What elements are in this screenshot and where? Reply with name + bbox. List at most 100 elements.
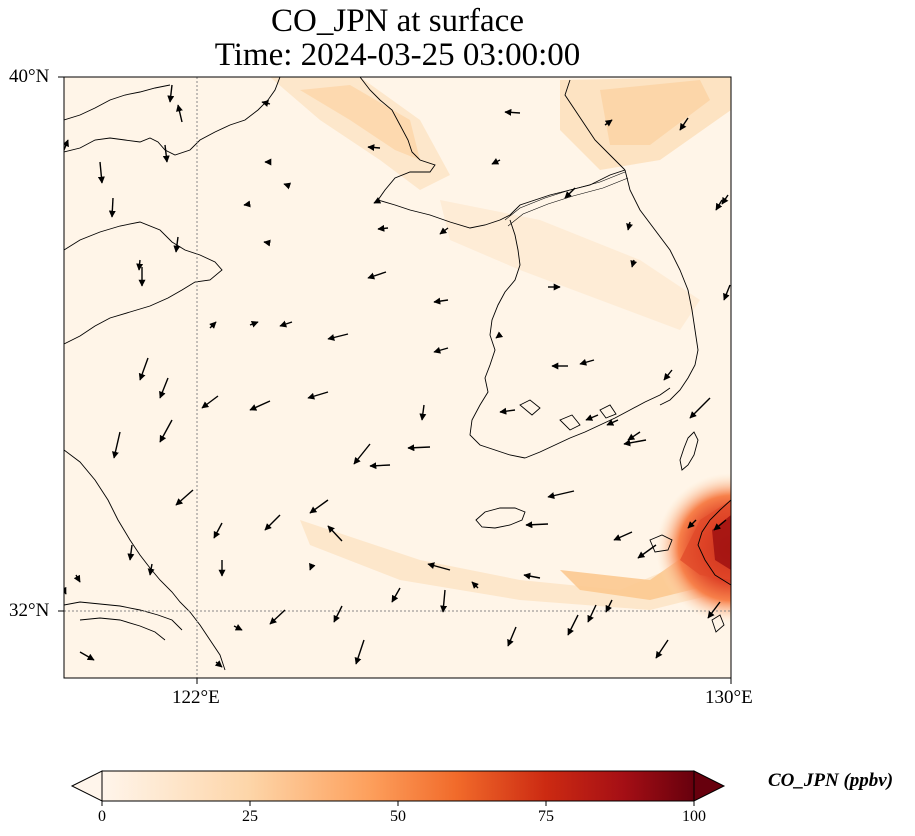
wind-arrow	[64, 139, 69, 151]
wind-arrow	[433, 297, 449, 305]
wind-arrow	[73, 574, 81, 583]
wind-arrow	[354, 639, 365, 665]
wind-arrow	[419, 404, 427, 421]
colorbar	[70, 770, 726, 806]
colorbar-tick: 100	[682, 808, 706, 825]
colorbar-label: CO_JPN (ppbv)	[768, 770, 894, 791]
wind-arrow	[564, 187, 576, 199]
wind-arrow	[367, 144, 381, 152]
wind-arrow	[723, 284, 731, 301]
wind-arrow	[176, 104, 183, 123]
wind-arrow	[637, 544, 657, 559]
wind-arrow	[264, 514, 281, 531]
lon-tick-130: 130°E	[705, 687, 753, 708]
wind-arrow	[440, 589, 448, 613]
wind-arrow	[213, 522, 223, 539]
colorbar-tick: 0	[98, 808, 106, 825]
wind-arrow	[367, 271, 387, 280]
wind-arrow	[108, 197, 116, 218]
wind-arrow	[407, 444, 431, 452]
wind-arrow	[504, 108, 521, 116]
wind-arrow	[606, 419, 619, 426]
title-line-1: CO_JPN at surface	[271, 3, 524, 39]
wind-arrow	[173, 236, 181, 253]
wind-arrow	[279, 320, 293, 328]
gridlines	[64, 77, 731, 678]
wind-arrow	[373, 197, 382, 204]
wind-arrow	[167, 84, 175, 103]
wind-arrow	[112, 431, 121, 459]
wind-arrow	[721, 194, 729, 205]
wind-arrow	[707, 601, 721, 619]
colorbar-tick: 50	[390, 808, 406, 825]
wind-arrow	[713, 519, 727, 531]
wind-arrow	[655, 639, 669, 659]
wind-arrow	[159, 377, 169, 399]
wind-arrow	[327, 525, 343, 542]
wind-arrow	[201, 395, 219, 409]
wind-arrow	[499, 407, 516, 415]
wind-arrow	[427, 562, 451, 571]
wind-arrow	[159, 419, 173, 443]
wind-arrow	[491, 158, 501, 165]
wind-arrow	[495, 331, 504, 339]
wind-arrow	[715, 199, 723, 211]
wind-arrow	[79, 651, 95, 661]
wind-arrow	[525, 521, 549, 529]
title-line-2: Time: 2024-03-25 03:00:00	[214, 37, 581, 73]
wind-arrow	[327, 333, 349, 341]
wind-arrow	[261, 100, 271, 107]
wind-arrow	[138, 357, 149, 381]
wind-arrow	[679, 117, 689, 131]
concentration-field	[64, 77, 731, 678]
coastlines	[64, 77, 731, 671]
wind-arrow	[391, 587, 401, 603]
wind-arrow	[175, 489, 194, 506]
lon-tick-122: 122°E	[172, 687, 220, 708]
map-frame	[63, 76, 732, 679]
wind-arrow	[243, 200, 251, 208]
colorbar-tick: 75	[538, 808, 554, 825]
wind-arrow	[269, 609, 286, 625]
wind-arrow	[283, 182, 292, 190]
wind-arrow	[214, 660, 223, 668]
axis-ticks	[58, 76, 732, 684]
wind-arrow	[439, 227, 449, 235]
wind-arrow	[579, 358, 595, 366]
lat-tick-40: 40°N	[9, 66, 50, 87]
wind-arrow	[377, 224, 389, 232]
wind-arrow	[147, 563, 155, 576]
wind-arrow	[353, 443, 371, 465]
wind-arrow	[523, 572, 541, 580]
wind-arrow	[630, 259, 638, 268]
wind-arrow	[605, 599, 613, 613]
wind-arrow	[263, 239, 271, 247]
map-title: CO_JPN at surface Time: 2024-03-25 03:00…	[64, 4, 731, 72]
wind-arrow	[585, 414, 599, 421]
wind-arrow	[209, 321, 217, 329]
wind-arrow	[369, 462, 391, 470]
wind-arrow	[162, 144, 170, 163]
wind-arrow	[97, 161, 105, 184]
wind-arrow	[127, 544, 135, 561]
wind-vectors	[64, 84, 731, 668]
wind-arrow	[471, 581, 479, 589]
wind-arrow	[433, 346, 449, 354]
wind-arrow	[567, 614, 579, 636]
wind-arrow	[309, 562, 316, 571]
wind-arrow	[626, 221, 633, 231]
wind-arrow	[307, 391, 329, 400]
colorbar-tick: 25	[242, 808, 258, 825]
wind-arrow	[604, 119, 613, 127]
wind-arrow	[689, 397, 711, 419]
wind-arrow	[249, 320, 259, 328]
wind-arrow	[233, 624, 243, 631]
wind-arrow	[547, 490, 575, 499]
wind-arrow	[333, 605, 343, 623]
wind-arrow	[309, 499, 329, 514]
wind-arrow	[136, 259, 144, 271]
lat-tick-32: 32°N	[9, 600, 50, 621]
wind-arrow	[687, 519, 697, 529]
wind-arrow	[249, 400, 271, 411]
